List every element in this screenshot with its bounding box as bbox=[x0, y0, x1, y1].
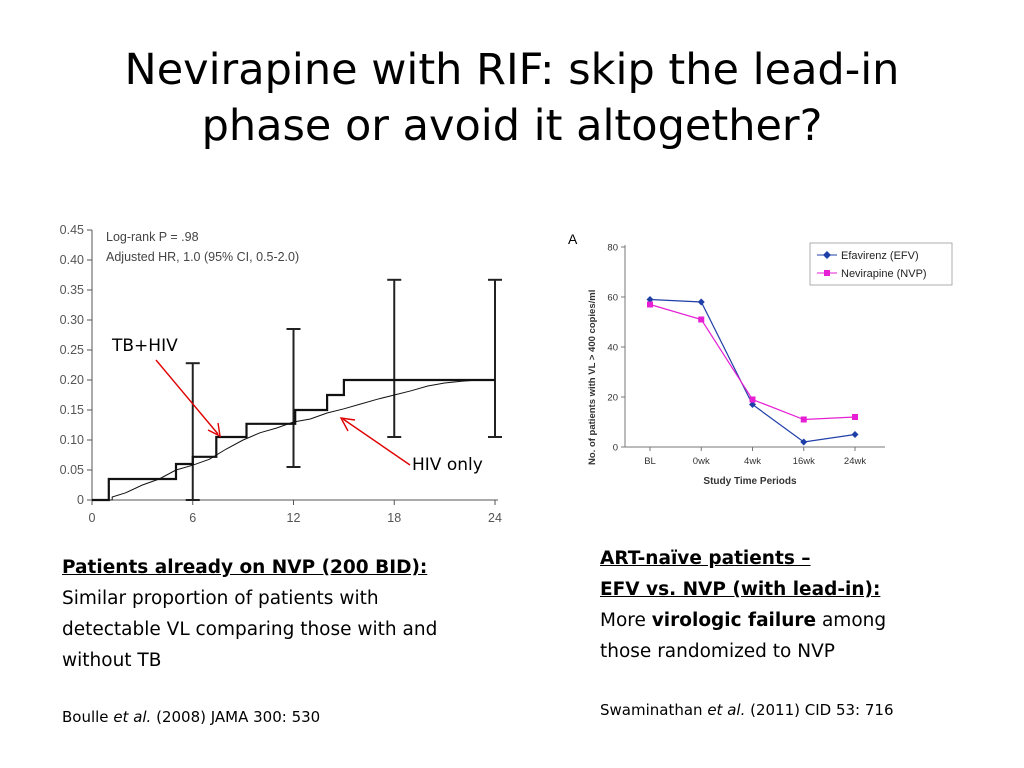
series-hiv-only-line bbox=[92, 379, 495, 501]
y-tick-label: 60 bbox=[607, 293, 618, 304]
left-citation-author: Boulle bbox=[62, 708, 114, 726]
right-citation-etal: et al. bbox=[707, 701, 746, 719]
error-bar bbox=[185, 362, 200, 501]
y-tick-label: 0.15 bbox=[60, 403, 84, 417]
series-efv bbox=[646, 296, 859, 446]
series-tb-hiv-line bbox=[92, 378, 495, 502]
title-line-2: phase or avoid it altogether? bbox=[201, 101, 823, 151]
data-point bbox=[852, 414, 858, 420]
cumulative-incidence-chart: 0 0.05 0.10 0.15 0.20 0.25 0.30 0.35 0.40 0.45 0 6… bbox=[60, 223, 502, 525]
title-line-1: Nevirapine with RIF: skip the lead-in bbox=[124, 45, 900, 95]
y-tick-label: 0.35 bbox=[60, 283, 84, 297]
x-tick-label: 0 bbox=[89, 511, 96, 525]
stats-line-2: Adjusted HR, 1.0 (95% CI, 0.5-2.0) bbox=[106, 250, 299, 264]
right-caption-heading-2: EFV vs. NVP (with lead-in): bbox=[600, 579, 881, 600]
y-tick-label: 40 bbox=[607, 343, 618, 354]
left-caption-heading: Patients already on NVP (200 BID): bbox=[62, 557, 428, 578]
right-caption-line-2: those randomized to NVP bbox=[600, 641, 835, 662]
left-citation-rest: (2008) JAMA 300: 530 bbox=[151, 708, 321, 726]
legend-efv-label: Efavirenz (EFV) bbox=[841, 250, 919, 262]
stats-line-1: Log-rank P = .98 bbox=[106, 230, 199, 244]
series-nvp bbox=[647, 301, 858, 423]
right-caption-line-1: More virologic failure among bbox=[600, 605, 1000, 636]
y-tick-label: 0 bbox=[613, 443, 618, 454]
x-tick-label: 4wk bbox=[744, 456, 761, 467]
right-citation-author: Swaminathan bbox=[600, 701, 708, 719]
x-tick-label: 16wk bbox=[793, 456, 815, 467]
error-bar bbox=[387, 278, 402, 438]
x-tick-label: 24 bbox=[488, 511, 502, 525]
y-tick-label: 0.05 bbox=[60, 463, 84, 477]
series-line bbox=[649, 298, 856, 443]
data-point bbox=[749, 401, 756, 408]
legend-nvp-marker bbox=[824, 270, 830, 276]
data-point bbox=[698, 316, 705, 323]
y-tick-label: 0.10 bbox=[60, 433, 84, 447]
plot-frame bbox=[624, 245, 885, 448]
error-bar bbox=[488, 278, 502, 438]
right-citation: Swaminathan et al. (2011) CID 53: 716 bbox=[600, 701, 894, 719]
x-tick-label: 24wk bbox=[844, 456, 866, 467]
y-tick-label: 0.40 bbox=[60, 253, 84, 267]
data-point bbox=[749, 396, 756, 403]
left-caption-line-1: Similar proportion of patients with bbox=[62, 588, 379, 609]
annotation-tb-hiv: TB+HIV bbox=[112, 336, 178, 356]
x-tick-label: BL bbox=[644, 456, 656, 467]
y-axis-label: No. of patients with VL > 400 copies/ml bbox=[587, 290, 598, 465]
right-caption-pre: More bbox=[600, 610, 652, 631]
viral-load-chart: A No. of patients with VL > 400 copies/m… bbox=[568, 231, 953, 487]
y-tick-label: 0 bbox=[77, 493, 84, 507]
panel-label: A bbox=[568, 231, 578, 247]
y-tick-label: 0.30 bbox=[60, 313, 84, 327]
data-point bbox=[800, 416, 807, 423]
legend-nvp-label: Nevirapine (NVP) bbox=[841, 268, 927, 280]
left-caption-line-3: without TB bbox=[62, 650, 162, 671]
data-point bbox=[851, 431, 859, 438]
right-caption: ART-naïve patients – EFV vs. NVP (with l… bbox=[600, 543, 1000, 667]
legend-efv-marker bbox=[823, 251, 831, 259]
left-caption-line-2: detectable VL comparing those with and bbox=[62, 619, 438, 640]
y-tick-label: 0.45 bbox=[60, 223, 84, 237]
data-point bbox=[646, 296, 654, 303]
x-tick-label: 0wk bbox=[693, 456, 710, 467]
left-caption: Patients already on NVP (200 BID): Simil… bbox=[62, 552, 512, 676]
data-point bbox=[697, 298, 705, 306]
x-tick-label: 6 bbox=[189, 511, 196, 525]
left-citation-etal: et al. bbox=[113, 708, 152, 726]
legend: Efavirenz (EFV) Nevirapine (NVP) bbox=[809, 242, 953, 286]
y-tick-label: 80 bbox=[607, 243, 618, 254]
slide-title: Nevirapine with RIF: skip the lead-in ph… bbox=[60, 42, 964, 154]
right-citation-rest: (2011) CID 53: 716 bbox=[745, 701, 894, 719]
x-axis-label: Study Time Periods bbox=[703, 476, 797, 487]
y-tick-label: 0.20 bbox=[60, 373, 84, 387]
x-tick-label: 12 bbox=[287, 511, 301, 525]
right-caption-post: among bbox=[816, 610, 887, 631]
annotation-hiv-only: HIV only bbox=[412, 455, 483, 475]
y-tick-label: 20 bbox=[607, 393, 618, 404]
y-tick-label: 0.25 bbox=[60, 343, 84, 357]
right-caption-heading-1: ART-naïve patients – bbox=[600, 548, 811, 569]
data-point bbox=[800, 438, 808, 446]
error-bar bbox=[286, 328, 301, 468]
right-caption-bold: virologic failure bbox=[651, 610, 817, 631]
arrow-tb-hiv bbox=[155, 359, 221, 438]
data-point bbox=[647, 301, 653, 308]
left-citation: Boulle et al. (2008) JAMA 300: 530 bbox=[62, 708, 320, 726]
arrow-hiv-only bbox=[339, 417, 411, 466]
x-tick-label: 18 bbox=[387, 511, 401, 525]
